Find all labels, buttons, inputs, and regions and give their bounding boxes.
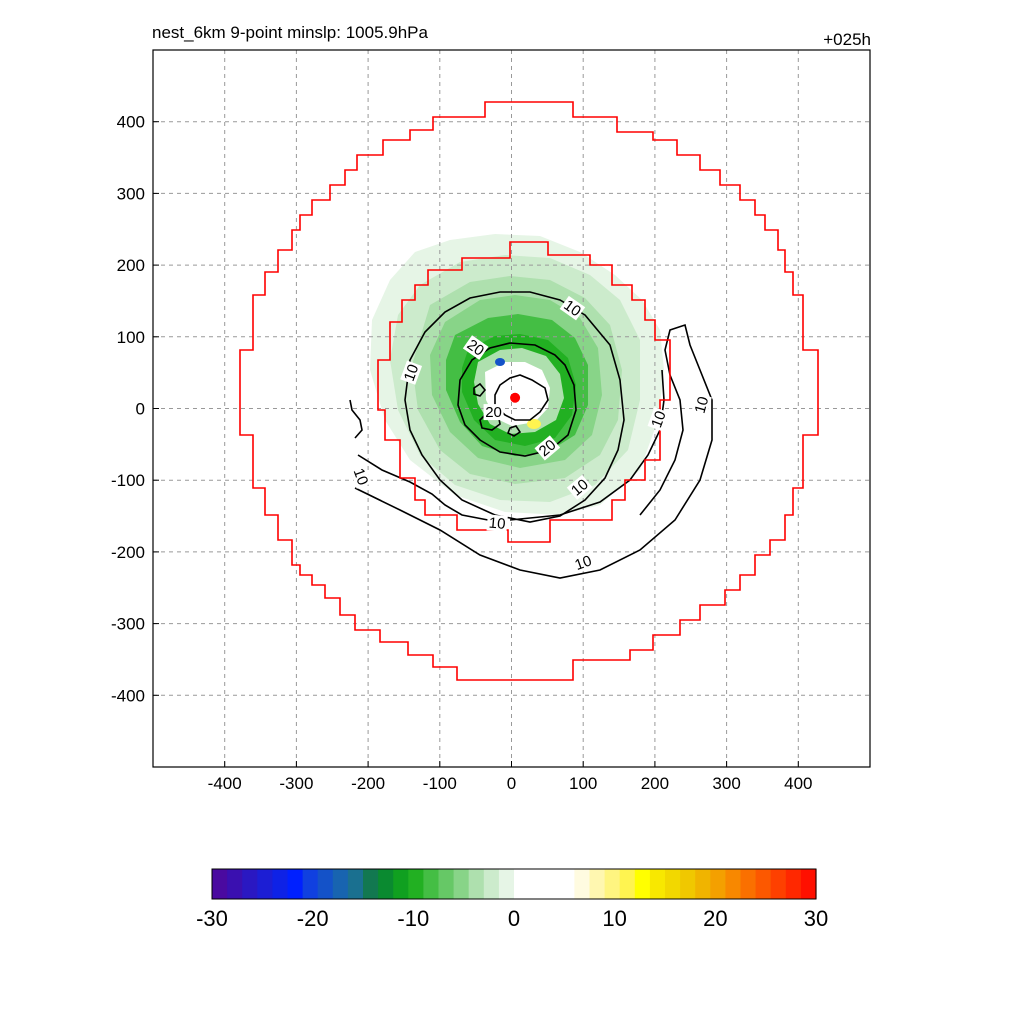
contour-label-bg (486, 514, 508, 533)
y-tick-label: 400 (117, 113, 145, 132)
contour-label: 10 (573, 552, 594, 574)
colorbar-swatch (498, 869, 515, 899)
contour-label: 10 (648, 409, 670, 430)
contour-label: 20 (464, 336, 487, 359)
x-tick-label: 200 (641, 774, 669, 793)
y-axis-ticks: 400 300 200 100 0 -100 -200 -300 -400 (111, 113, 159, 705)
contour-label-bg (691, 393, 712, 417)
colorbar-tick-label: 10 (602, 906, 626, 931)
contour-label-bg (462, 335, 489, 360)
x-tick-label: -100 (423, 774, 457, 793)
colorbar-swatch (740, 869, 757, 899)
x-tick-label: -300 (279, 774, 313, 793)
x-axis-ticks: -400 -300 -200 -100 0 100 200 300 400 (208, 761, 812, 793)
contour-label-bg (571, 551, 596, 574)
y-tick-label: 200 (117, 256, 145, 275)
colorbar-swatch (649, 869, 666, 899)
colorbar-swatch (785, 869, 802, 899)
nest-boundaries (239, 101, 819, 681)
colorbar-swatch (770, 869, 787, 899)
y-tick-label: -400 (111, 686, 145, 705)
colorbar-swatch (725, 869, 742, 899)
forecast-hour-label: +025h (823, 30, 871, 49)
colorbar-swatch (212, 869, 228, 899)
colorbar-swatch (619, 869, 636, 899)
contour-label-bg (349, 464, 372, 489)
colorbar-swatch (227, 869, 243, 899)
y-tick-label: -100 (111, 471, 145, 490)
colorbar-swatch (257, 869, 273, 899)
colorbar-swatch (287, 869, 304, 899)
colorbar-swatch (468, 869, 485, 899)
colorbar-frame (211, 868, 817, 900)
contour-label: 10 (560, 297, 583, 320)
contour-label: 10 (350, 466, 372, 487)
chart-title: nest_6km 9-point minslp: 1005.9hPa (152, 23, 428, 42)
contour-label: 10 (488, 515, 506, 533)
contour-label-bg (559, 295, 586, 321)
colorbar-swatch (574, 869, 591, 899)
colorbar-swatch (393, 869, 409, 899)
colorbar-tick-label: -20 (297, 906, 329, 931)
colorbar-swatch (529, 869, 545, 899)
colorbar-swatch (483, 869, 500, 899)
colorbar-swatch (680, 869, 696, 899)
colorbar-swatch (378, 869, 394, 899)
colorbar-swatch (800, 869, 817, 899)
y-tick-label: -200 (111, 543, 145, 562)
colorbar-swatch (559, 869, 575, 899)
x-tick-label: 400 (784, 774, 812, 793)
colorbar-swatch (242, 869, 258, 899)
colorbar-swatch (423, 869, 440, 899)
contour-label-bg (534, 435, 561, 461)
contour-label-bg (483, 404, 504, 421)
colorbar-swatch (363, 869, 379, 899)
colorbar-swatch (589, 869, 606, 899)
colorbar-swatch (604, 869, 621, 899)
storm-center-marker (510, 392, 521, 403)
y-tick-label: 0 (136, 400, 145, 419)
colorbar-ticks: -30 -20 -10 0 10 20 30 (196, 906, 828, 931)
colorbar-swatch (453, 869, 470, 899)
colorbar-swatch (317, 869, 334, 899)
colorbar-swatch (514, 869, 530, 899)
contour-lines (349, 291, 713, 579)
contour-label: 10 (692, 395, 713, 416)
y-tick-label: -300 (111, 615, 145, 634)
colorbar-tick-label: 0 (508, 906, 520, 931)
colorbar (211, 868, 817, 900)
y-tick-label: 300 (117, 184, 145, 203)
colorbar-swatch (302, 869, 319, 899)
colorbar-swatch (755, 869, 772, 899)
colorbar-swatch (408, 869, 424, 899)
colorbar-swatch (710, 869, 726, 899)
colorbar-tick-label: 20 (703, 906, 727, 931)
colorbar-tick-label: -10 (397, 906, 429, 931)
x-tick-label: -400 (208, 774, 242, 793)
colorbar-tick-label: 30 (804, 906, 828, 931)
contour-label: 10 (401, 362, 423, 383)
colorbar-swatch (438, 869, 455, 899)
colorbar-swatch (544, 869, 560, 899)
colorbar-swatch (332, 869, 349, 899)
colorbar-swatch (272, 869, 289, 899)
colorbar-swatch (665, 869, 681, 899)
colorbar-swatch (695, 869, 711, 899)
colorbar-tick-label: -30 (196, 906, 228, 931)
colorbar-swatch (347, 869, 364, 899)
x-tick-label: -200 (351, 774, 385, 793)
contour-label-bg (566, 474, 593, 500)
y-tick-label: 100 (117, 328, 145, 347)
x-tick-label: 100 (569, 774, 597, 793)
contour-label-bg (647, 407, 670, 432)
x-tick-label: 300 (712, 774, 740, 793)
colorbar-swatch (634, 869, 651, 899)
contour-label-bg (400, 360, 423, 385)
x-tick-label: 0 (507, 774, 516, 793)
contour-label: 20 (485, 404, 502, 421)
